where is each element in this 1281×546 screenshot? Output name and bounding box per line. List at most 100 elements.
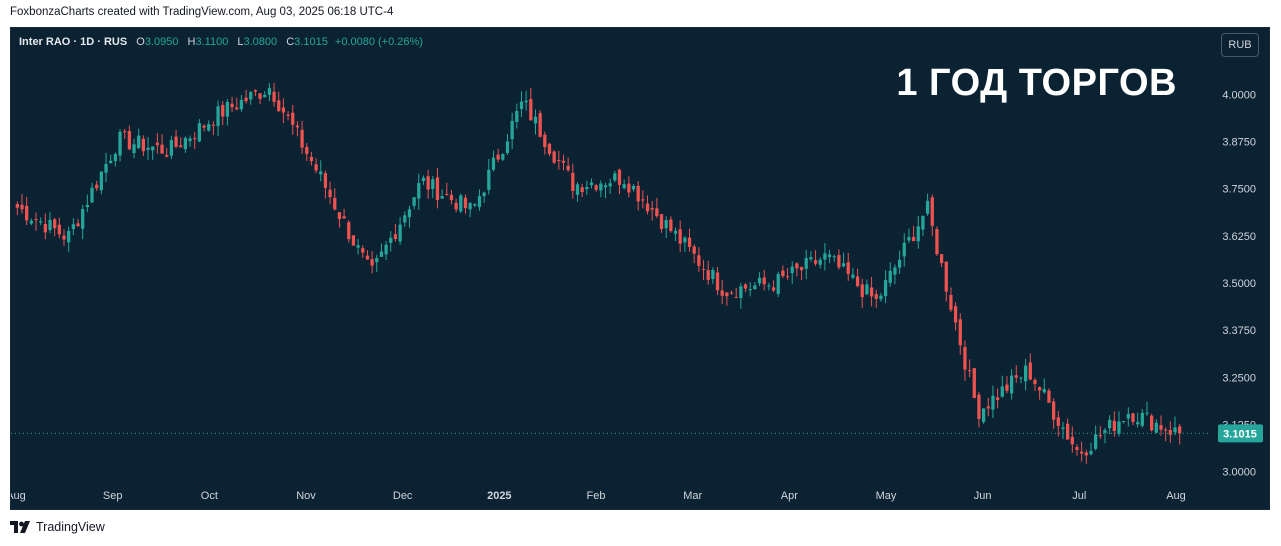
candle-body bbox=[673, 230, 678, 234]
y-tick-label: 3.8750 bbox=[1222, 137, 1256, 149]
x-tick-label: Oct bbox=[201, 490, 218, 502]
candle-body bbox=[1033, 379, 1037, 385]
x-tick-label: May bbox=[876, 490, 897, 502]
candle-body bbox=[925, 200, 930, 214]
price-chart[interactable]: 4.0000 3.8750 3.7500 3.6250 3.5000 3.3750 3.25… bbox=[11, 28, 1270, 510]
candle-body bbox=[15, 203, 19, 208]
candle-body bbox=[109, 160, 113, 164]
candle-body bbox=[888, 270, 892, 283]
candle-body bbox=[496, 154, 500, 160]
candle-body bbox=[183, 137, 188, 150]
candle-body bbox=[351, 235, 356, 246]
candle-body bbox=[767, 285, 771, 287]
candle-body bbox=[697, 255, 701, 266]
candle-body bbox=[445, 193, 449, 195]
candle-body bbox=[515, 110, 519, 122]
candle-body bbox=[53, 219, 57, 229]
candle-body bbox=[202, 125, 206, 128]
candle-body bbox=[692, 246, 696, 254]
high-value: 3.1100 bbox=[195, 36, 229, 48]
currency-button[interactable]: RUB bbox=[1221, 33, 1259, 57]
candle-body bbox=[921, 215, 925, 230]
x-tick-label: Feb bbox=[587, 490, 606, 502]
candle-body bbox=[781, 270, 785, 277]
candle-body bbox=[291, 112, 295, 125]
candle-body bbox=[585, 187, 589, 190]
candle-body bbox=[524, 100, 528, 103]
close-label: C bbox=[286, 36, 295, 48]
x-tick-label: Jul bbox=[1072, 490, 1086, 502]
candle-body bbox=[1168, 429, 1172, 435]
last-price-badge bbox=[1218, 424, 1263, 443]
candle-body bbox=[132, 144, 136, 154]
candle-body bbox=[174, 136, 178, 147]
candle-body bbox=[823, 253, 827, 260]
candle-body bbox=[977, 394, 981, 419]
candle-body bbox=[48, 219, 52, 231]
candle-body bbox=[631, 185, 636, 190]
candle-body bbox=[841, 263, 846, 267]
candle-body bbox=[846, 262, 850, 275]
low-label: L bbox=[237, 36, 244, 48]
candle-body bbox=[151, 146, 155, 151]
candle-body bbox=[1103, 430, 1107, 433]
candle-body bbox=[440, 196, 444, 199]
x-tick-label: Jun bbox=[974, 490, 992, 502]
candle-body bbox=[412, 197, 416, 206]
candle-body bbox=[398, 224, 402, 242]
candle-body bbox=[1084, 452, 1088, 456]
candle-body bbox=[561, 160, 566, 163]
candle-body bbox=[911, 237, 916, 242]
candle-body bbox=[449, 194, 454, 201]
candle-body bbox=[347, 222, 351, 240]
candle-body bbox=[1112, 420, 1116, 431]
candle-body bbox=[281, 107, 286, 113]
candle-body bbox=[804, 258, 808, 269]
candle-body bbox=[113, 154, 117, 162]
last-price-label: 3.1015 bbox=[1223, 428, 1257, 440]
candle-body bbox=[463, 197, 468, 209]
candle-body bbox=[155, 142, 160, 146]
x-tick-label: Mar bbox=[683, 490, 702, 502]
candle-body bbox=[188, 138, 192, 142]
candle-body bbox=[431, 179, 435, 189]
change-value: +0.0080 (+0.26%) bbox=[334, 36, 423, 48]
candle-body bbox=[356, 245, 360, 248]
candle-body bbox=[1178, 426, 1182, 434]
tradingview-logo[interactable]: TradingView bbox=[10, 520, 105, 534]
candle-body bbox=[137, 135, 141, 148]
candle-body bbox=[277, 100, 281, 112]
candle-body bbox=[790, 266, 794, 274]
candle-body bbox=[1075, 447, 1079, 450]
candle-body bbox=[953, 306, 958, 323]
tradingview-logo-icon bbox=[10, 521, 30, 533]
chart-panel[interactable]: 4.0000 3.8750 3.7500 3.6250 3.5000 3.3750 3.25… bbox=[10, 27, 1270, 510]
candle-body bbox=[230, 103, 234, 108]
candle-body bbox=[566, 165, 570, 171]
candle-body bbox=[211, 124, 216, 126]
candle-body bbox=[902, 242, 906, 257]
ohlc-legend: Inter RAO · 1D · RUS O3.0950 H3.1100 L3.… bbox=[19, 36, 423, 48]
candle-body bbox=[305, 146, 309, 154]
candle-body bbox=[879, 295, 883, 300]
candle-body bbox=[729, 292, 734, 294]
candle-body bbox=[123, 131, 127, 133]
candle-body bbox=[263, 94, 267, 98]
y-tick-label: 4.0000 bbox=[1222, 89, 1256, 101]
candle-body bbox=[473, 204, 477, 206]
candle-body bbox=[543, 134, 547, 148]
candle-body bbox=[342, 216, 346, 219]
high-label: H bbox=[187, 36, 196, 48]
y-tick-label: 3.2500 bbox=[1222, 372, 1256, 384]
candle-body bbox=[403, 215, 407, 223]
candle-body bbox=[249, 92, 253, 100]
candle-body bbox=[39, 221, 43, 223]
candle-body bbox=[1019, 377, 1023, 379]
candle-body bbox=[963, 347, 967, 370]
candle-body bbox=[1154, 422, 1158, 433]
candle-body bbox=[34, 219, 38, 221]
candle-body bbox=[487, 169, 491, 190]
candle-body bbox=[739, 286, 743, 298]
candle-body bbox=[1061, 427, 1065, 429]
candle-body bbox=[62, 235, 66, 240]
